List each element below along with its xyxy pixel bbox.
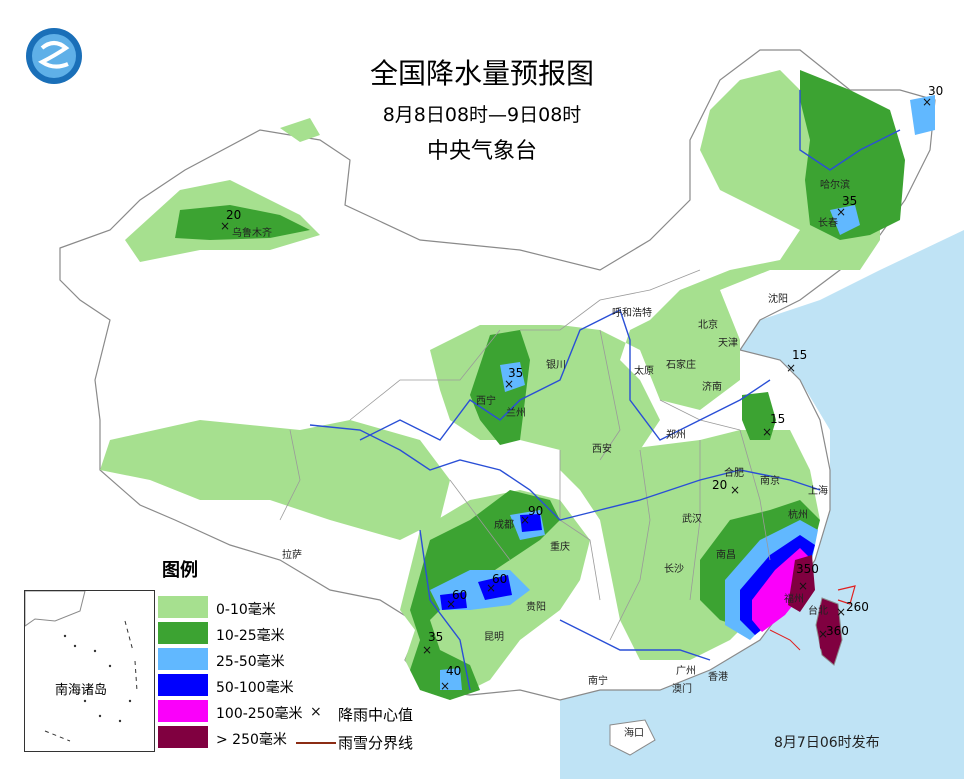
city-label: 合肥 <box>724 468 744 479</box>
sea-area <box>560 230 964 779</box>
rainfall-center-value: 35 <box>508 366 524 380</box>
city-label: 香港 <box>708 672 728 683</box>
city-label: 银川 <box>546 360 566 371</box>
legend-swatch <box>158 648 208 670</box>
rain-snow-boundary-line <box>837 585 856 605</box>
rainfall-center-value: 35 <box>842 194 858 208</box>
city-label: 太原 <box>634 366 654 377</box>
rainfall-center-value: 15 <box>792 348 808 362</box>
legend-swatch <box>158 726 208 748</box>
city-label: 长沙 <box>664 564 684 575</box>
legend-swatch <box>158 700 208 722</box>
rainfall-center-marker: × <box>446 597 457 611</box>
city-label: 西安 <box>592 444 612 455</box>
legend-label: 50-100毫米 <box>216 680 294 696</box>
rivers <box>309 90 901 691</box>
city-label: 南宁 <box>588 676 608 687</box>
city-label: 贵阳 <box>526 602 546 613</box>
city-label: 沈阳 <box>768 294 788 305</box>
rain-snow-boundary-line-south <box>769 629 801 651</box>
rainfall-center-marker: × <box>836 605 847 619</box>
city-label: 天津 <box>718 338 738 349</box>
city-label: 台北 <box>808 606 828 617</box>
map-title: 全国降水量预报图 <box>369 57 594 90</box>
legend-label: 10-25毫米 <box>216 628 285 644</box>
map-legend: 图例 0-10毫米 10-25毫米 25-50毫米 50-100毫米 100-2… <box>158 556 458 756</box>
rainfall-center-marker: × <box>486 581 497 595</box>
rainfall-center-marker: × <box>730 483 741 497</box>
city-label: 乌鲁木齐 <box>232 228 272 239</box>
rainfall-center-marker: × <box>836 205 847 219</box>
rainfall-center-marker: × <box>220 219 231 233</box>
city-label: 澳门 <box>672 684 692 695</box>
rainfall-center-marker: × <box>504 377 515 391</box>
city-label: 广州 <box>676 666 696 677</box>
rainfall-center-value: 20 <box>712 478 728 492</box>
rainfall-center-marker: × <box>762 425 773 439</box>
city-label: 武汉 <box>682 514 702 525</box>
legend-label: > 250毫米 <box>216 732 287 748</box>
south-china-sea-inset: 南海诸岛 <box>24 590 155 752</box>
cma-logo <box>26 28 82 84</box>
legend-label: 25-50毫米 <box>216 654 285 670</box>
city-label: 济南 <box>702 382 722 393</box>
city-label: 兰州 <box>506 408 526 419</box>
rainfall-center-value: 350 <box>796 562 819 576</box>
city-label: 长春 <box>818 218 838 229</box>
city-label: 哈尔滨 <box>820 180 850 191</box>
city-label: 西宁 <box>476 396 496 407</box>
rainfall-center-value: 35 <box>428 630 444 644</box>
rain-over-250mm-area-taiwan <box>818 605 840 660</box>
rainfall-center-value: 60 <box>492 572 508 586</box>
city-label: 上海 <box>808 486 828 497</box>
rainfall-center-marker: × <box>422 643 433 657</box>
rainfall-center-value: 360 <box>826 624 849 638</box>
rain-over-250mm-area <box>788 555 815 612</box>
rainfall-center-value: 30 <box>928 84 944 98</box>
rainfall-center-marker: × <box>922 95 933 109</box>
legend-swatch <box>158 622 208 644</box>
rainfall-center-value: 90 <box>528 504 544 518</box>
city-label: 成都 <box>494 520 514 531</box>
city-label: 南昌 <box>716 550 736 561</box>
inset-map <box>25 591 154 751</box>
rainfall-center-value: 260 <box>846 600 869 614</box>
legend-snow-line-icon <box>296 742 336 744</box>
map-issuer: 中央气象台 <box>426 139 537 164</box>
map-subtitle: 8月8日08时—9日08时 <box>382 104 582 126</box>
rainfall-center-value: 60 <box>452 588 468 602</box>
city-label: 郑州 <box>666 430 686 441</box>
legend-swatch <box>158 596 208 618</box>
city-label: 福州 <box>784 594 804 605</box>
legend-center-marker-icon: × <box>310 704 322 720</box>
city-label: 海口 <box>624 728 644 739</box>
city-label: 重庆 <box>550 542 570 553</box>
hainan-island <box>609 719 656 756</box>
rainfall-center-marker: × <box>798 579 809 593</box>
legend-label: 100-250毫米 <box>216 706 303 722</box>
rainfall-center-marker: × <box>818 627 829 641</box>
city-label: 杭州 <box>788 510 808 521</box>
city-label: 昆明 <box>484 632 504 643</box>
rainfall-center-marker: × <box>520 513 531 527</box>
rainfall-center-value: 40 <box>446 664 462 678</box>
issue-date: 8月7日06时发布 <box>774 735 880 751</box>
legend-center-label: 降雨中心值 <box>338 706 414 724</box>
city-label: 南京 <box>760 476 780 487</box>
legend-snow-line-label: 雨雪分界线 <box>338 734 414 752</box>
legend-label: 0-10毫米 <box>216 602 276 618</box>
rainfall-center-value: 15 <box>770 412 786 426</box>
rainfall-center-value: 20 <box>226 208 242 222</box>
city-label: 石家庄 <box>666 360 696 371</box>
legend-title: 图例 <box>162 560 198 581</box>
city-label: 呼和浩特 <box>612 308 652 319</box>
rainfall-center-marker: × <box>440 679 451 693</box>
inset-label: 南海诸岛 <box>55 683 108 698</box>
legend-swatch <box>158 674 208 696</box>
city-label: 拉萨 <box>282 550 302 561</box>
city-label: 北京 <box>698 320 718 331</box>
rainfall-center-marker: × <box>786 361 797 375</box>
